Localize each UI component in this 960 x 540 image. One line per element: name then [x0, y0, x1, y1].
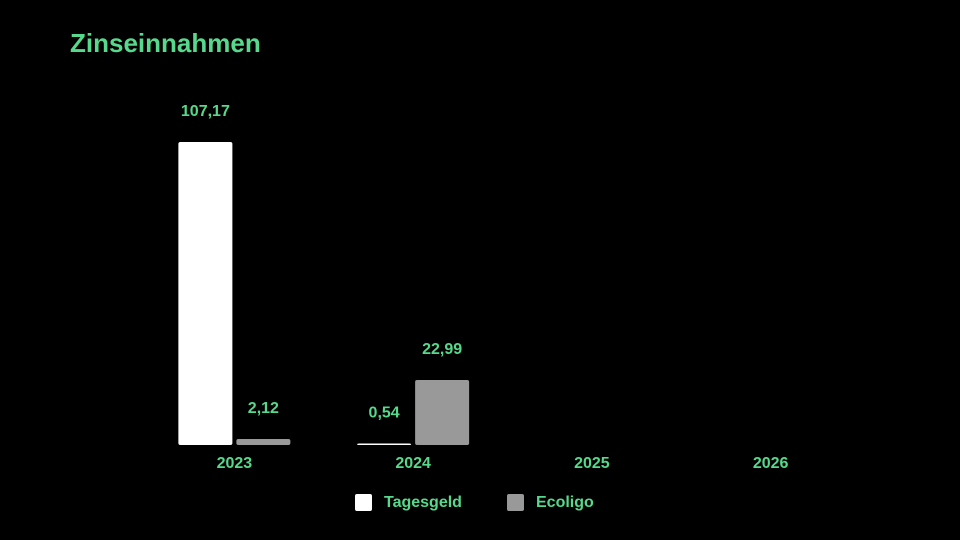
bar: [415, 380, 470, 445]
x-tick-label: 2023: [217, 455, 253, 472]
legend-label: Ecoligo: [536, 494, 594, 511]
bar: [236, 439, 291, 445]
x-tick-label: 2025: [574, 455, 610, 472]
legend-swatch: [507, 494, 524, 511]
legend-label: Tagesgeld: [384, 494, 462, 511]
legend-swatch: [355, 494, 372, 511]
chart-title: Zinseinnahmen: [70, 28, 261, 58]
bar: [178, 142, 233, 445]
value-label: 2,12: [248, 400, 279, 417]
value-label: 107,17: [181, 103, 230, 120]
x-tick-label: 2026: [753, 455, 789, 472]
x-tick-label: 2024: [395, 455, 431, 472]
value-label: 22,99: [422, 341, 462, 358]
value-label: 0,54: [369, 405, 400, 422]
bar: [357, 443, 412, 445]
